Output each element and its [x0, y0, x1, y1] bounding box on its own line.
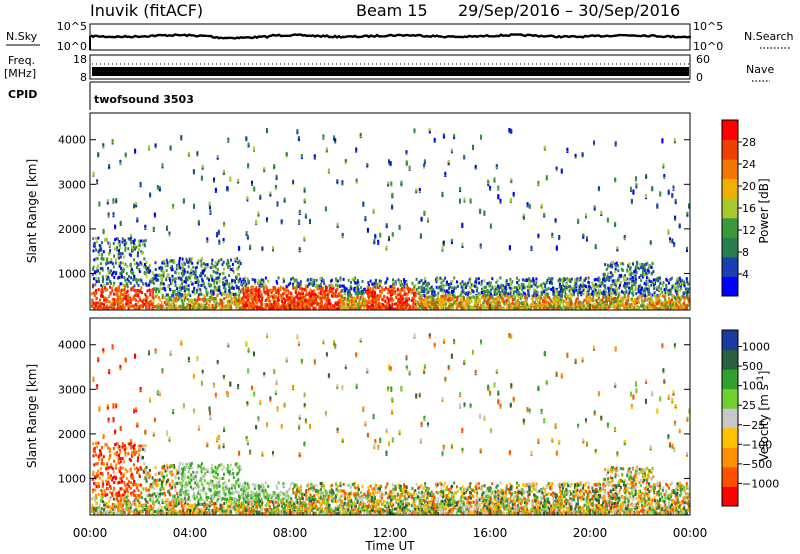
nave-bottom-tick: 0 — [696, 71, 703, 84]
colorbar-tick-label: 1000 — [742, 341, 770, 354]
y-tick-label: 2000 — [58, 223, 86, 236]
power-colorbar-label: Power [dB] — [757, 178, 771, 243]
date-range: 29/Sep/2016 – 30/Sep/2016 — [458, 1, 680, 20]
nsearch-label: N.Search — [744, 30, 794, 43]
colorbar-swatch — [722, 388, 738, 409]
nsky-top-tick: 10^5 — [57, 20, 87, 33]
nsky-trace — [90, 33, 692, 40]
colorbar-tick-label: 4 — [742, 268, 749, 281]
y-tick-label: 1000 — [58, 267, 86, 280]
nsearch-bottom-tick: 10^0 — [693, 40, 723, 53]
colorbar-swatch — [722, 427, 738, 448]
freq-trace — [92, 67, 689, 76]
cpid-label: CPID — [8, 88, 37, 101]
x-tick-label: 16:00 — [473, 526, 508, 540]
colorbar-tick-label: 500 — [742, 360, 763, 373]
nave-top-tick: 60 — [696, 53, 710, 66]
colorbar-tick-label: 28 — [742, 136, 756, 149]
xlabel: Time UT — [364, 539, 415, 553]
colorbar-swatch — [722, 447, 738, 468]
colorbar-swatch — [722, 139, 738, 160]
colorbar-swatch — [722, 198, 738, 219]
colorbar-swatch — [722, 330, 738, 351]
beam-label: Beam 15 — [356, 1, 428, 20]
power-scatter — [91, 128, 690, 311]
x-tick-label: 20:00 — [573, 526, 608, 540]
x-tick-label: 12:00 — [373, 526, 408, 540]
colorbar-swatch — [722, 256, 738, 277]
colorbar-tick-label: −25 — [742, 419, 765, 432]
freq-unit: [MHz] — [4, 67, 36, 80]
power-y-axis: 1000 2000 3000 4000 — [58, 134, 690, 280]
colorbar-swatch — [722, 466, 738, 487]
nsky-label: N.Sky — [6, 30, 38, 43]
velocity-scatter — [91, 333, 690, 516]
nsearch-top-tick: 10^5 — [693, 20, 723, 33]
colorbar-tick-label: −500 — [742, 458, 772, 471]
power-ylabel: Slant Range [km] — [25, 159, 39, 263]
colorbar-frame — [721, 329, 739, 507]
colorbar-swatch — [722, 159, 738, 180]
x-tick-label: 04:00 — [173, 526, 208, 540]
colorbar-tick-label: −100 — [742, 438, 772, 451]
velocity-colorbar: 1000 500 100 25 −25 −100 −500 −1000 — [721, 329, 779, 507]
colorbar-swatch — [722, 486, 738, 507]
colorbar-tick-label: 24 — [742, 158, 756, 171]
time-axis: 00:00 04:00 08:00 12:00 16:00 20:00 00:00 — [73, 304, 708, 540]
cpid-value: twofsound 3503 — [94, 93, 194, 106]
colorbar-tick-label: 12 — [742, 224, 756, 237]
freq-top-tick: 18 — [73, 53, 87, 66]
colorbar-swatch — [722, 237, 738, 258]
colorbar-tick-label: −1000 — [742, 477, 779, 490]
x-tick-label: 00:00 — [73, 526, 108, 540]
freq-bottom-tick: 8 — [80, 71, 87, 84]
y-tick-label: 3000 — [58, 383, 86, 396]
velocity-y-axis: 1000 2000 3000 4000 — [58, 339, 690, 485]
colorbar-tick-label: 16 — [742, 202, 756, 215]
velocity-ylabel: Slant Range [km] — [25, 364, 39, 468]
nsky-bottom-tick: 10^0 — [57, 40, 87, 53]
station-title: Inuvik (fitACF) — [90, 1, 203, 20]
colorbar-swatch — [722, 349, 738, 370]
colorbar-swatch — [722, 217, 738, 238]
y-tick-label: 4000 — [58, 339, 86, 352]
colorbar-tick-label: 20 — [742, 180, 756, 193]
y-tick-label: 3000 — [58, 178, 86, 191]
freq-panel — [89, 54, 691, 80]
colorbar-swatch — [722, 369, 738, 390]
colorbar-tick-label: 8 — [742, 246, 749, 259]
nave-label: Nave — [746, 63, 774, 76]
x-tick-label: 08:00 — [273, 526, 308, 540]
power-colorbar: 4 8 12 16 20 24 28 — [721, 119, 756, 297]
y-tick-label: 1000 — [58, 472, 86, 485]
colorbar-swatch — [722, 408, 738, 429]
velocity-colorbar-label: Velocity [m s-1] — [756, 371, 771, 462]
colorbar-tick-label: 100 — [742, 380, 763, 393]
colorbar-tick-label: 25 — [742, 399, 756, 412]
x-tick-label: 00:00 — [673, 526, 708, 540]
freq-label: Freq. — [8, 54, 35, 67]
y-tick-label: 2000 — [58, 428, 86, 441]
colorbar-swatch — [722, 178, 738, 199]
colorbar-swatch — [722, 120, 738, 141]
y-tick-label: 4000 — [58, 134, 86, 147]
colorbar-swatch — [722, 276, 738, 297]
